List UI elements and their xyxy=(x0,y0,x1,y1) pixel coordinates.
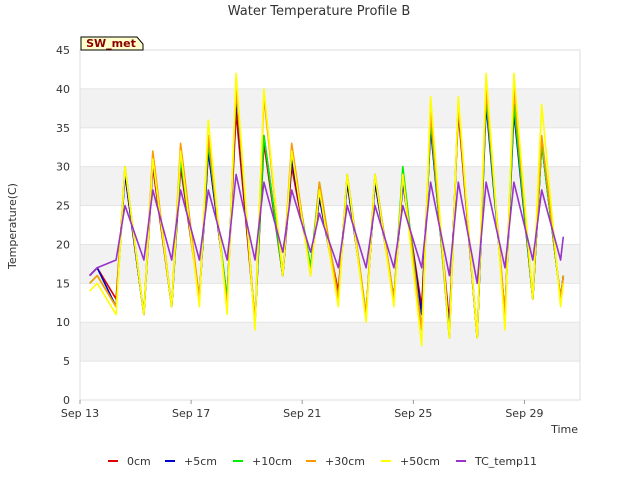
series-line-plus-50cm xyxy=(89,72,565,347)
x-tick-label: Sep 17 xyxy=(172,407,210,420)
badge-shape xyxy=(80,36,144,51)
legend-label: +10cm xyxy=(252,455,292,468)
legend-label: +30cm xyxy=(325,455,365,468)
legend-label: 0cm xyxy=(127,455,151,468)
x-tick-label: Sep 29 xyxy=(505,407,543,420)
y-tick-label: 40 xyxy=(56,83,70,96)
grid-band xyxy=(80,322,580,362)
x-tick-label: Sep 21 xyxy=(283,407,321,420)
x-tick-label: Sep 13 xyxy=(61,407,99,420)
x-tick-label: Sep 25 xyxy=(394,407,432,420)
x-axis-ticks: Sep 13 Sep 17 Sep 21 Sep 25 Sep 29 xyxy=(61,400,544,420)
plot-background xyxy=(79,49,581,401)
grid-band xyxy=(80,166,580,206)
y-tick-label: 30 xyxy=(56,161,70,174)
y-axis-ticks: 0 5 10 15 20 25 30 35 40 45 xyxy=(56,44,70,407)
plot-border xyxy=(79,49,581,401)
series-lines xyxy=(89,72,565,347)
chart-title: Water Temperature Profile B xyxy=(228,4,411,19)
badge-label: SW_met xyxy=(86,37,136,50)
y-tick-label: 20 xyxy=(56,238,70,251)
y-axis-title: Temperature(C) xyxy=(6,183,19,270)
y-tick-label: 0 xyxy=(63,394,70,407)
y-tick-label: 5 xyxy=(63,355,70,368)
y-tick-label: 15 xyxy=(56,277,70,290)
series-line-tc_temp11 xyxy=(89,173,565,285)
legend: 0cm +5cm +10cm +30cm +50cm TC_temp11 xyxy=(108,455,537,468)
y-tick-label: 45 xyxy=(56,44,70,57)
legend-label: +50cm xyxy=(400,455,440,468)
legend-label: +5cm xyxy=(184,455,217,468)
x-axis-title: Time xyxy=(550,423,578,436)
y-tick-label: 35 xyxy=(56,122,70,135)
y-tick-label: 25 xyxy=(56,200,70,213)
site-badge: SW_met xyxy=(80,36,144,51)
y-tick-label: 10 xyxy=(56,316,70,329)
grid-band xyxy=(80,88,580,128)
legend-label: TC_temp11 xyxy=(474,455,537,468)
